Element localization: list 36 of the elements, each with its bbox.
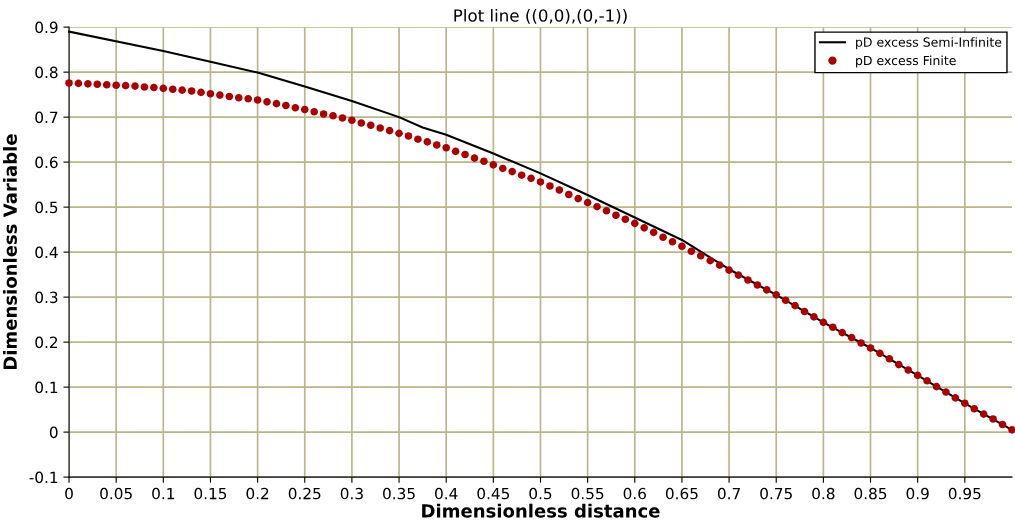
x-tick-label: 0.3 [340,487,363,500]
legend-label: pD excess Finite [856,55,956,68]
y-tick-label: 0.4 [35,246,58,259]
y-tick-label: 0.5 [35,201,58,214]
x-tick-label: 0.55 [571,487,604,500]
x-tick-label: 0.95 [948,487,981,500]
y-tick-label: 0.2 [35,336,58,349]
y-tick-label: 0.7 [35,111,58,124]
x-tick-label: 0.35 [383,487,415,500]
y-tick-label: 0 [49,426,58,439]
x-tick-label: 0.45 [477,487,510,500]
y-tick-label: 0.9 [35,21,58,34]
x-tick-label: 0.1 [152,487,175,500]
chart-title: Plot line ((0,0),(0,-1)) [454,8,627,24]
x-tick-label: 0.85 [854,487,887,500]
x-tick-label: 0.65 [665,487,698,500]
legend-label: pD excess Semi-Infinite [856,37,1002,50]
x-tick-label: 0 [65,487,73,500]
x-tick-label: 0.9 [906,487,929,500]
x-tick-label: 0.75 [760,487,792,500]
x-tick-label: 0.4 [435,487,458,500]
y-tick-label: 0.3 [35,291,58,304]
x-tick-label: 0.7 [717,487,740,500]
y-tick-label: -0.1 [29,471,58,484]
x-tick-label: 0.05 [100,487,132,500]
y-tick-label: 0.6 [35,156,58,169]
x-tick-label: 0.15 [194,487,227,500]
x-axis-title: Dimensionless distance [422,503,660,518]
x-tick-label: 0.8 [812,487,835,500]
x-tick-label: 0.2 [246,487,269,500]
x-tick-label: 0.6 [623,487,646,500]
y-axis-title: Dimensionless Variable [2,134,17,370]
y-tick-label: 0.8 [35,66,58,79]
x-tick-label: 0.5 [529,487,552,500]
y-tick-label: 0.1 [35,381,58,394]
x-tick-label: 0.25 [288,487,321,500]
